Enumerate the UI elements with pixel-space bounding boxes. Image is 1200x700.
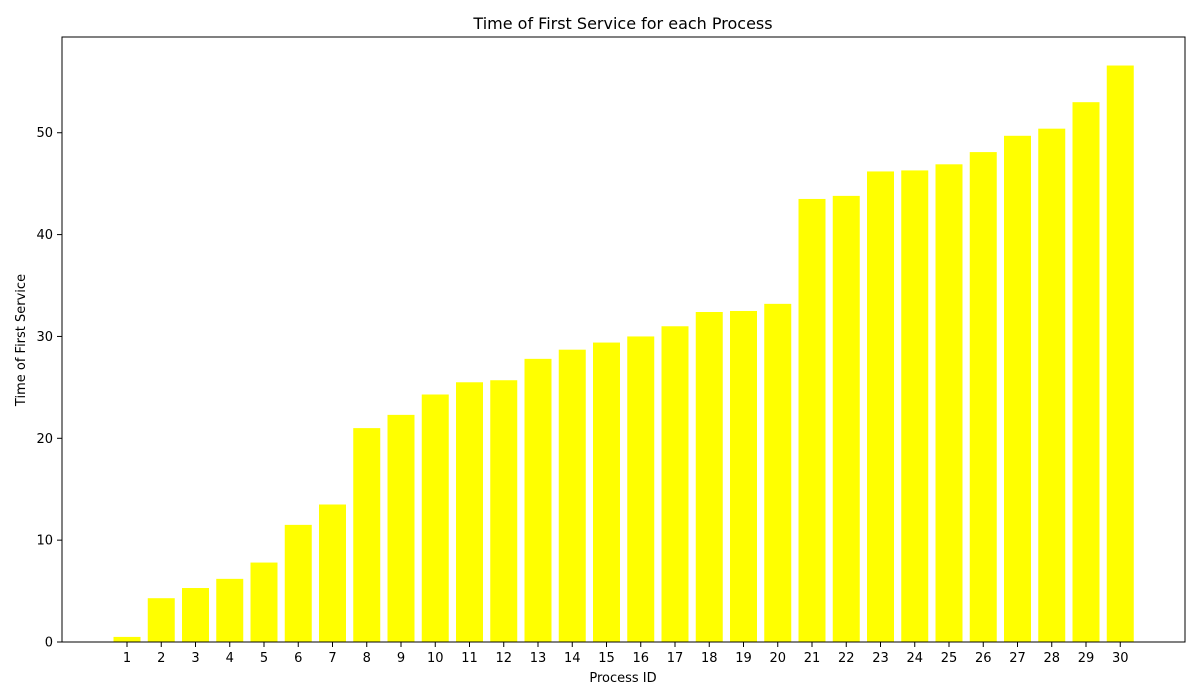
x-tick-label: 6 [294, 651, 302, 666]
x-tick-label: 18 [701, 651, 718, 666]
bar-1 [113, 636, 141, 642]
bar-2 [147, 598, 175, 642]
x-tick-label: 10 [427, 651, 444, 666]
bar-7 [319, 504, 346, 642]
x-tick-label: 4 [226, 651, 234, 666]
bar-10 [421, 394, 449, 642]
x-tick-label: 26 [975, 651, 992, 666]
bar-3 [182, 588, 209, 642]
x-tick-label: 9 [397, 651, 405, 666]
x-axis-ticks: 1 2 3 4 5 6 7 8 9 10 11 12 13 14 15 16 17 18 19 20 21 22 23 24 2… [123, 642, 1129, 666]
x-tick-label: 27 [1009, 651, 1026, 666]
bar-17 [661, 326, 689, 642]
x-tick-label: 15 [598, 651, 615, 666]
bar-9 [387, 414, 415, 642]
y-tick-label: 20 [36, 432, 53, 447]
bar-22 [832, 195, 860, 642]
x-tick-label: 2 [157, 651, 165, 666]
x-tick-label: 25 [941, 651, 958, 666]
y-tick-label: 10 [36, 534, 53, 549]
bar-6 [284, 524, 312, 642]
x-tick-label: 12 [495, 651, 512, 666]
x-tick-label: 5 [260, 651, 268, 666]
y-axis-label: Time of First Service [14, 274, 29, 407]
x-tick-label: 28 [1043, 651, 1060, 666]
y-tick-label: 50 [36, 126, 53, 141]
bar-21 [798, 198, 826, 642]
x-tick-label: 21 [804, 651, 821, 666]
bar-23 [867, 171, 894, 642]
bar-8 [353, 428, 381, 642]
bar-24 [901, 170, 929, 643]
x-tick-label: 22 [838, 651, 855, 666]
x-tick-label: 1 [123, 651, 131, 666]
chart-title: Time of First Service for each Process [472, 14, 772, 33]
bar-12 [490, 380, 518, 642]
plot-frame [61, 36, 1186, 643]
x-tick-label: 24 [906, 651, 923, 666]
bar-4 [216, 578, 244, 642]
y-tick-label: 40 [36, 228, 53, 243]
bar-13 [524, 358, 552, 642]
x-tick-label: 29 [1078, 651, 1095, 666]
bar-5 [250, 562, 278, 642]
x-tick-label: 20 [769, 651, 786, 666]
bar-28 [1038, 128, 1066, 642]
y-tick-label: 0 [45, 636, 53, 651]
bar-18 [695, 312, 723, 642]
x-tick-label: 8 [363, 651, 371, 666]
bar-11 [456, 382, 483, 642]
bar-30 [1106, 65, 1134, 643]
bars-group [113, 65, 1134, 643]
x-tick-label: 17 [667, 651, 684, 666]
bar-16 [627, 336, 655, 642]
x-tick-label: 7 [328, 651, 336, 666]
y-tick-label: 30 [36, 330, 53, 345]
x-tick-label: 19 [735, 651, 752, 666]
y-axis-ticks: 0 10 20 30 40 50 [36, 126, 62, 651]
bar-26 [969, 152, 997, 642]
bar-15 [593, 342, 620, 642]
x-tick-label: 11 [461, 651, 478, 666]
x-tick-label: 23 [872, 651, 889, 666]
bar-27 [1004, 135, 1031, 642]
x-tick-label: 16 [632, 651, 649, 666]
bar-14 [558, 349, 586, 642]
x-tick-label: 30 [1112, 651, 1129, 666]
bar-29 [1072, 102, 1100, 643]
x-tick-label: 14 [564, 651, 581, 666]
x-tick-label: 13 [530, 651, 547, 666]
bar-25 [935, 164, 963, 642]
x-axis-label: Process ID [589, 671, 656, 686]
bar-19 [730, 310, 757, 642]
bar-20 [764, 303, 792, 642]
x-tick-label: 3 [191, 651, 199, 666]
